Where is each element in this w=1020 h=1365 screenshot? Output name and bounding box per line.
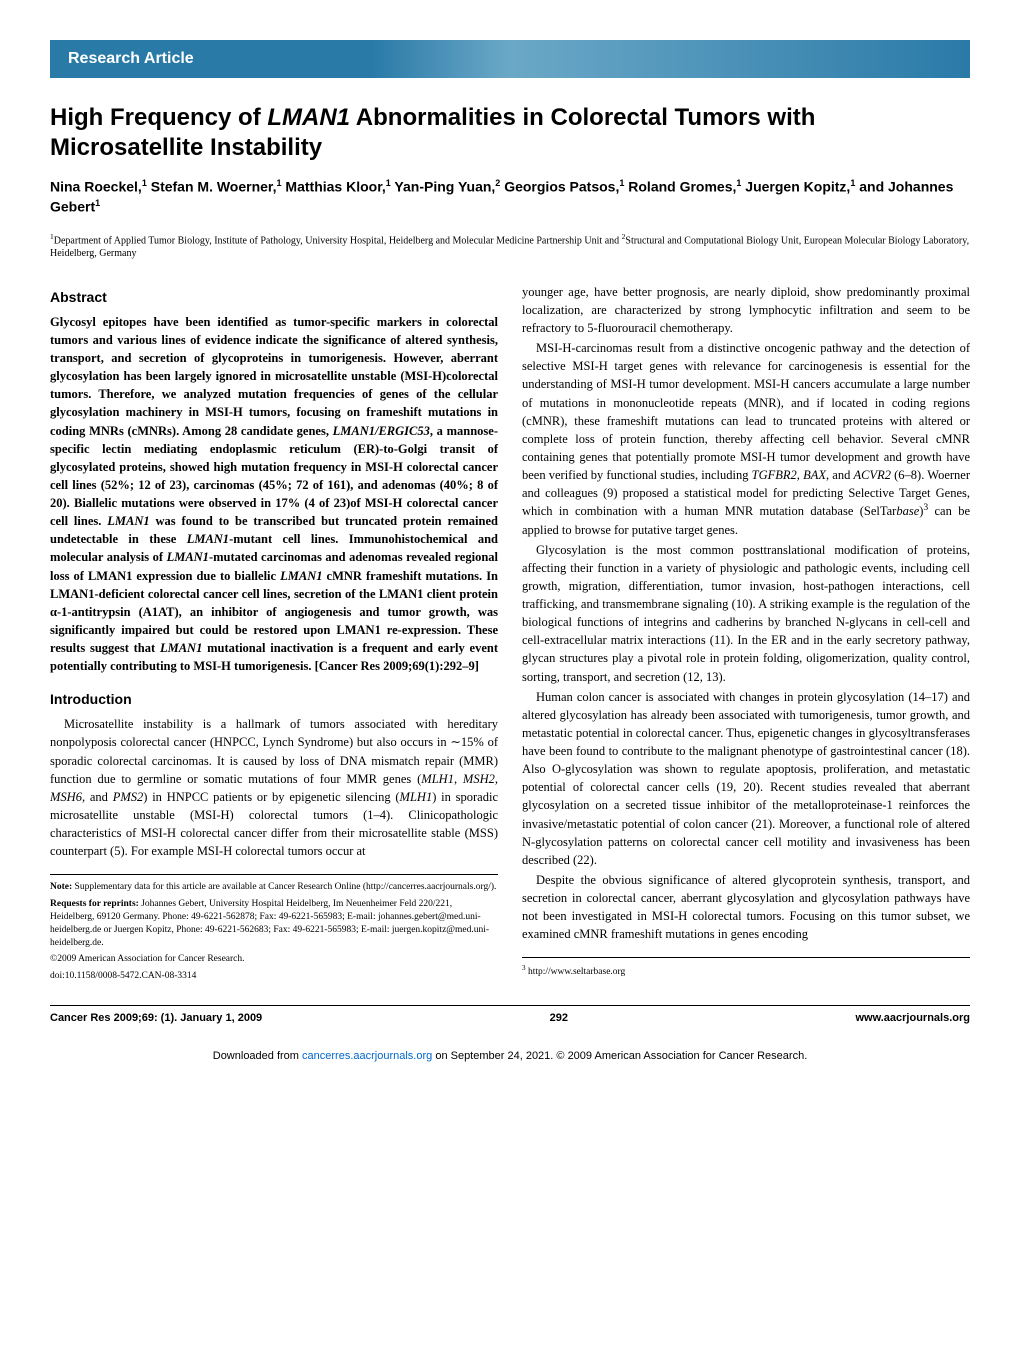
intro-paragraph-1: Microsatellite instability is a hallmark… bbox=[50, 715, 498, 860]
abstract-heading: Abstract bbox=[50, 289, 498, 305]
affiliations: 1Department of Applied Tumor Biology, In… bbox=[50, 232, 970, 261]
right-paragraph-5: Despite the obvious significance of alte… bbox=[522, 871, 970, 944]
section-label: Research Article bbox=[50, 50, 194, 68]
introduction-heading: Introduction bbox=[50, 691, 498, 707]
article-title: High Frequency of LMAN1 Abnormalities in… bbox=[50, 103, 970, 163]
footnote-note: Note: Supplementary data for this articl… bbox=[50, 881, 498, 894]
download-note: Downloaded from cancerres.aacrjournals.o… bbox=[50, 1048, 970, 1065]
footer-page-number: 292 bbox=[550, 1012, 568, 1024]
footnote-requests: Requests for reprints: Johannes Gebert, … bbox=[50, 898, 498, 949]
right-column: younger age, have better prognosis, are … bbox=[522, 283, 970, 987]
right-paragraph-4: Human colon cancer is associated with ch… bbox=[522, 688, 970, 869]
footnote-seltarbase: 3 http://www.seltarbase.org bbox=[522, 964, 970, 979]
introduction-body: Microsatellite instability is a hallmark… bbox=[50, 715, 498, 860]
footnote-copyright: ©2009 American Association for Cancer Re… bbox=[50, 953, 498, 966]
abstract-text: Glycosyl epitopes have been identified a… bbox=[50, 313, 498, 676]
header-bar: Research Article bbox=[50, 40, 970, 78]
two-column-layout: Abstract Glycosyl epitopes have been ide… bbox=[50, 283, 970, 987]
right-paragraph-2: MSI-H-carcinomas result from a distincti… bbox=[522, 339, 970, 539]
right-body: younger age, have better prognosis, are … bbox=[522, 283, 970, 944]
authors: Nina Roeckel,1 Stefan M. Woerner,1 Matth… bbox=[50, 177, 970, 218]
footnote-doi: doi:10.1158/0008-5472.CAN-08-3314 bbox=[50, 970, 498, 983]
left-column: Abstract Glycosyl epitopes have been ide… bbox=[50, 283, 498, 987]
right-footnotes: 3 http://www.seltarbase.org bbox=[522, 957, 970, 979]
left-footnotes: Note: Supplementary data for this articl… bbox=[50, 874, 498, 983]
right-paragraph-3: Glycosylation is the most common posttra… bbox=[522, 541, 970, 686]
footer-url: www.aacrjournals.org bbox=[855, 1012, 970, 1024]
right-paragraph-1: younger age, have better prognosis, are … bbox=[522, 283, 970, 337]
footer-bar: Cancer Res 2009;69: (1). January 1, 2009… bbox=[50, 1005, 970, 1024]
footer-citation: Cancer Res 2009;69: (1). January 1, 2009 bbox=[50, 1012, 262, 1024]
